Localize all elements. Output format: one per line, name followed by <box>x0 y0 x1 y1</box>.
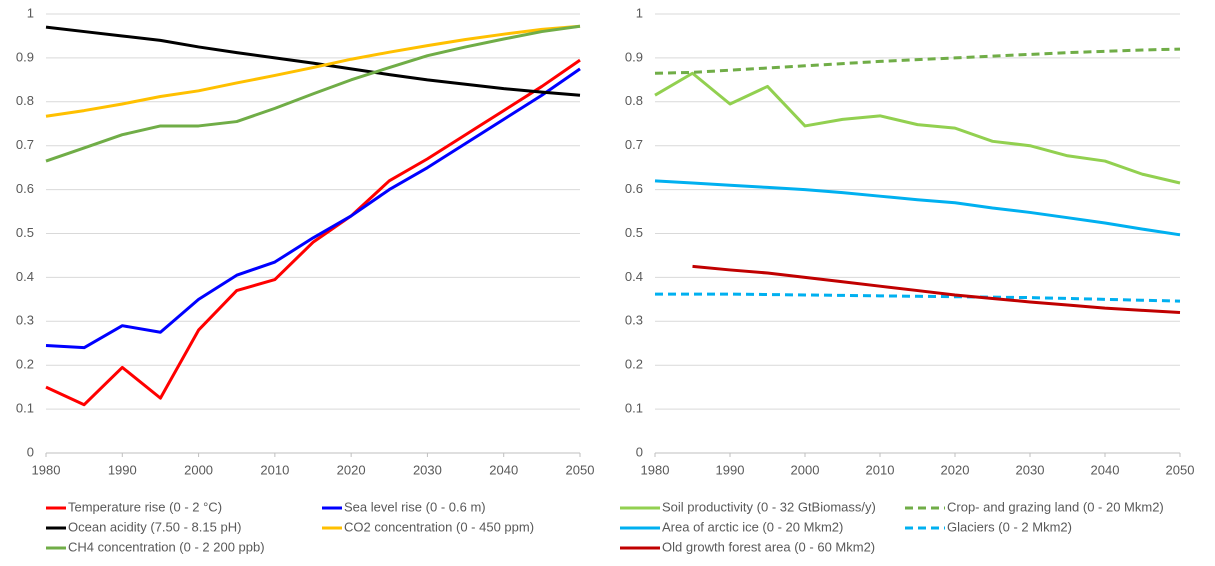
legend-label: CO2 concentration (0 - 450 ppm) <box>344 519 534 534</box>
legend-label: Soil productivity (0 - 32 GtBiomass/y) <box>662 499 876 514</box>
series-line <box>45 25 581 97</box>
x-tick-label: 2050 <box>566 462 595 477</box>
series-line <box>45 67 581 350</box>
y-tick-label: 0.5 <box>625 225 643 240</box>
x-tick-label: 2010 <box>866 462 895 477</box>
y-tick-label: 0.3 <box>16 313 34 328</box>
x-tick-label: 2030 <box>1016 462 1045 477</box>
x-tick-label: 1980 <box>641 462 670 477</box>
series-line <box>45 24 581 118</box>
y-tick-label: 0.1 <box>16 401 34 416</box>
y-tick-label: 0 <box>27 444 34 459</box>
series-line <box>654 47 1181 75</box>
x-tick-label: 2030 <box>413 462 442 477</box>
legend-label: Old growth forest area (0 - 60 Mkm2) <box>662 539 875 554</box>
y-tick-label: 0.7 <box>625 137 643 152</box>
y-tick-label: 0.8 <box>16 93 34 108</box>
y-tick-label: 0.3 <box>625 313 643 328</box>
legend-label: Temperature rise (0 - 2 °C) <box>68 499 222 514</box>
series-line <box>654 71 1181 185</box>
series-line <box>45 58 581 407</box>
y-tick-label: 1 <box>636 5 643 20</box>
y-tick-label: 0.4 <box>625 269 643 284</box>
legend-label: Ocean acidity (7.50 - 8.15 pH) <box>68 519 241 534</box>
x-tick-label: 2000 <box>791 462 820 477</box>
y-tick-label: 0.8 <box>625 93 643 108</box>
y-tick-label: 1 <box>27 5 34 20</box>
y-tick-label: 0.6 <box>16 181 34 196</box>
series-line <box>655 292 1181 303</box>
x-tick-label: 2000 <box>184 462 213 477</box>
legend-label: Crop- and grazing land (0 - 20 Mkm2) <box>947 499 1164 514</box>
x-tick-label: 1990 <box>108 462 137 477</box>
x-tick-label: 2040 <box>489 462 518 477</box>
y-tick-label: 0.4 <box>16 269 34 284</box>
y-tick-label: 0.2 <box>16 357 34 372</box>
x-tick-label: 2020 <box>337 462 366 477</box>
legend-label: Glaciers (0 - 2 Mkm2) <box>947 519 1072 534</box>
x-tick-label: 2040 <box>1091 462 1120 477</box>
x-tick-label: 1980 <box>32 462 61 477</box>
y-tick-label: 0.1 <box>625 401 643 416</box>
series-line <box>692 264 1181 315</box>
series-line <box>654 179 1181 237</box>
legend-label: CH4 concentration (0 - 2 200 ppb) <box>68 539 265 554</box>
legend-label: Area of arctic ice (0 - 20 Mkm2) <box>662 519 843 534</box>
y-tick-label: 0.9 <box>625 49 643 64</box>
y-tick-label: 0 <box>636 444 643 459</box>
legend-label: Sea level rise (0 - 0.6 m) <box>344 499 486 514</box>
x-tick-label: 2050 <box>1166 462 1195 477</box>
y-tick-label: 0.6 <box>625 181 643 196</box>
series-line <box>45 24 581 163</box>
y-tick-label: 0.5 <box>16 225 34 240</box>
y-tick-label: 0.9 <box>16 49 34 64</box>
y-tick-label: 0.7 <box>16 137 34 152</box>
x-tick-label: 1990 <box>716 462 745 477</box>
x-tick-label: 2020 <box>941 462 970 477</box>
x-tick-label: 2010 <box>260 462 289 477</box>
y-tick-label: 0.2 <box>625 357 643 372</box>
